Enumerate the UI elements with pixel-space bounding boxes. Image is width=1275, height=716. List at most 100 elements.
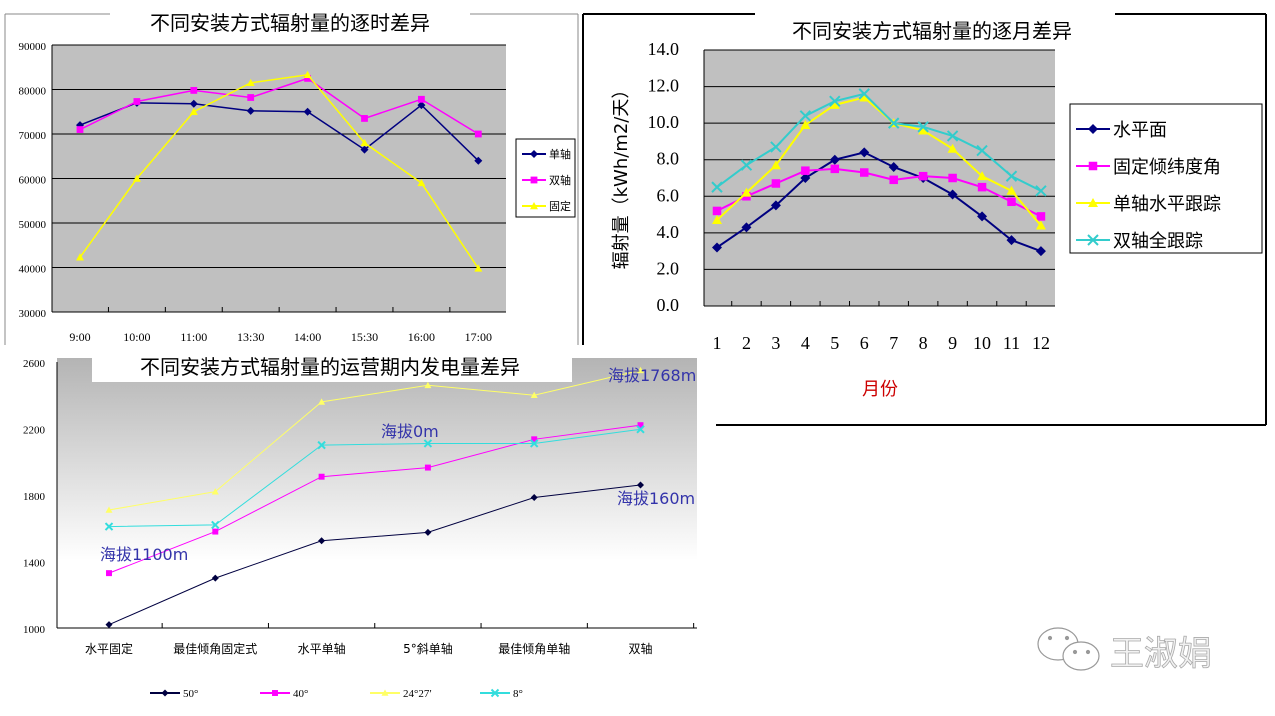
chart2: 0.02.04.06.08.010.012.014.01 2 3 4 5 6 7 8 9 10 11… [648, 39, 1263, 353]
data-point [424, 528, 432, 536]
data-point [474, 130, 482, 138]
x-tick-label: 最佳倾角单轴 [498, 641, 570, 656]
y-tick-label: 2600 [23, 358, 46, 370]
data-point [770, 200, 781, 211]
data-point [212, 528, 219, 535]
data-point [800, 119, 811, 129]
x-tick-label: 15:30 [351, 330, 378, 344]
data-point [1006, 185, 1017, 195]
chart2-title: 不同安装方式辐射量的逐月差异 [792, 19, 1072, 43]
data-point [417, 101, 426, 110]
data-point [246, 78, 255, 87]
chart2-y-axis-title: 辐射量（kWh/m2/天） [611, 81, 632, 270]
data-point [303, 70, 312, 79]
data-point [829, 95, 841, 107]
data-point [712, 242, 722, 253]
x-tick-label: 4 [801, 333, 810, 353]
data-point [211, 488, 219, 495]
data-point [800, 173, 811, 183]
data-point [918, 125, 929, 135]
c2-plot-area [704, 50, 1055, 306]
data-point [918, 171, 928, 181]
data-point [76, 126, 84, 133]
legend-marker [1088, 161, 1098, 171]
y-tick-label: 8.0 [657, 149, 680, 169]
data-point [712, 215, 722, 225]
data-point [1036, 212, 1046, 221]
legend-marker [530, 176, 538, 184]
x-tick-label: 10:00 [123, 330, 150, 344]
data-point [830, 164, 840, 174]
x-tick-label: 6 [860, 333, 869, 353]
series-3 [711, 88, 1047, 197]
y-tick-label: 2.0 [657, 258, 680, 278]
legend-label: 固定倾纬度角 [1113, 157, 1221, 178]
data-point [303, 107, 312, 116]
data-point [318, 473, 325, 480]
data-point [133, 98, 141, 105]
y-tick-label: 10.0 [648, 112, 680, 132]
legend-label: 双轴 [549, 173, 571, 187]
data-point [418, 95, 425, 103]
series-2 [76, 70, 483, 272]
annotation-altitude-0: 海拔0m [381, 422, 439, 441]
data-point [211, 574, 219, 582]
data-point [423, 439, 433, 448]
series-line [108, 484, 641, 626]
data-point [712, 206, 722, 216]
x-tick-label: 12 [1032, 333, 1050, 353]
legend-marker [1087, 234, 1099, 246]
data-point [189, 107, 198, 115]
data-point [741, 222, 752, 233]
data-point [247, 94, 255, 101]
y-tick-label: 2200 [23, 425, 46, 437]
chart1-frame [4, 13, 579, 345]
data-point [948, 173, 957, 183]
chart3: 1000 1400 1800 2200 2600 水平固定 最佳倾角固定式 水平单轴 5°斜单轴… [23, 358, 697, 700]
data-point [801, 166, 810, 175]
x-tick-label: 水平单轴 [298, 641, 346, 656]
x-tick-label: 2 [742, 333, 751, 353]
data-point [889, 175, 898, 185]
data-point [531, 436, 538, 443]
data-point [887, 117, 900, 129]
annotation-altitude-1768: 海拔1768m [608, 366, 696, 385]
annotation-altitude-1100: 海拔1100m [100, 545, 188, 564]
legend-label: 50° [183, 688, 198, 700]
x-tick-label: 8 [919, 333, 928, 353]
y-tick-label: 30000 [19, 308, 47, 320]
x-tick-label: 14:00 [294, 330, 321, 344]
y-tick-label: 60000 [19, 175, 47, 187]
series-line [79, 77, 479, 135]
data-point [1006, 235, 1017, 246]
x-tick-label: 水平固定 [85, 641, 133, 656]
data-point [740, 159, 753, 171]
legend-marker [1088, 124, 1098, 134]
x-tick-label: 3 [771, 333, 780, 353]
data-point [859, 147, 870, 158]
series-line [716, 167, 1042, 218]
data-point [1035, 185, 1047, 197]
data-point [132, 174, 141, 182]
data-point [318, 537, 326, 545]
x-tick-label: 9 [948, 333, 957, 353]
data-point [474, 156, 483, 165]
data-point [888, 162, 899, 173]
x-tick-label: 7 [889, 333, 898, 353]
chart3-title: 不同安装方式辐射量的运营期内发电量差异 [140, 355, 520, 379]
legend-label: 24°27′ [403, 688, 432, 700]
chart2-frame [582, 13, 1267, 426]
data-point [977, 182, 987, 192]
series-1 [76, 74, 482, 138]
legend-label: 单轴 [549, 147, 571, 161]
data-point [529, 439, 539, 448]
chart1-title: 不同安装方式辐射量的逐时差异 [150, 11, 430, 35]
data-point [770, 160, 781, 170]
data-point [246, 106, 255, 115]
data-point [947, 189, 958, 200]
data-point [771, 179, 781, 188]
data-point [1035, 220, 1046, 230]
x-tick-label: 5 [830, 333, 839, 353]
data-point [104, 522, 114, 531]
y-tick-label: 40000 [19, 264, 47, 276]
